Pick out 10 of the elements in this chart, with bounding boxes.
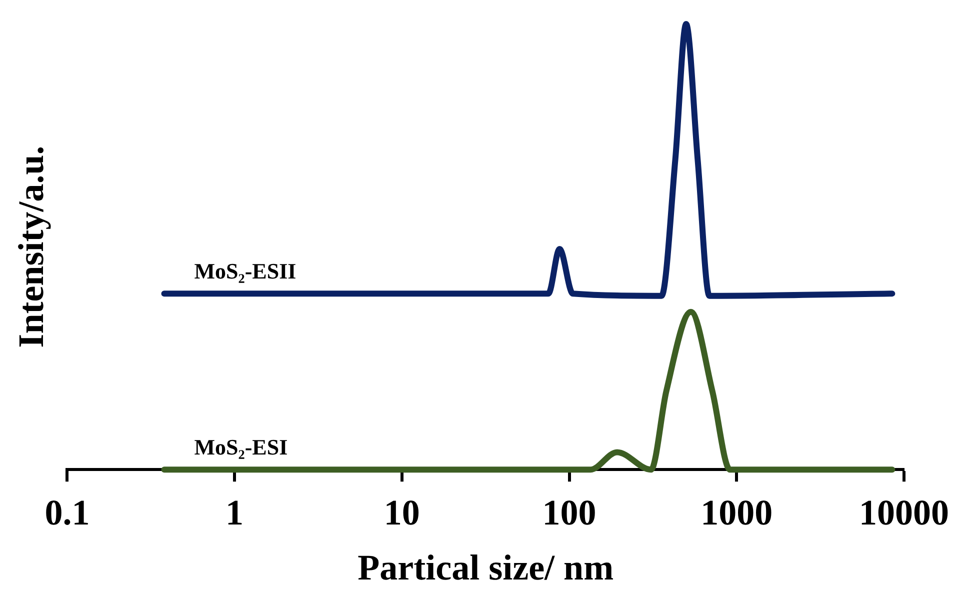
x-tick-label: 0.1 (44, 492, 90, 532)
x-tick-label: 1000 (700, 492, 773, 532)
x-tick-label: 10 (384, 492, 420, 532)
x-axis-title: Partical size/ nm (358, 548, 614, 588)
series-label: MoS₂-ESII (194, 258, 296, 284)
x-tick-label: 10000 (859, 492, 949, 532)
x-tick-label: 100 (542, 492, 596, 532)
x-tick-label: 1 (226, 492, 244, 532)
y-axis-title: Intensity/a.u. (10, 146, 51, 348)
series-label: MoS₂-ESI (194, 434, 288, 460)
